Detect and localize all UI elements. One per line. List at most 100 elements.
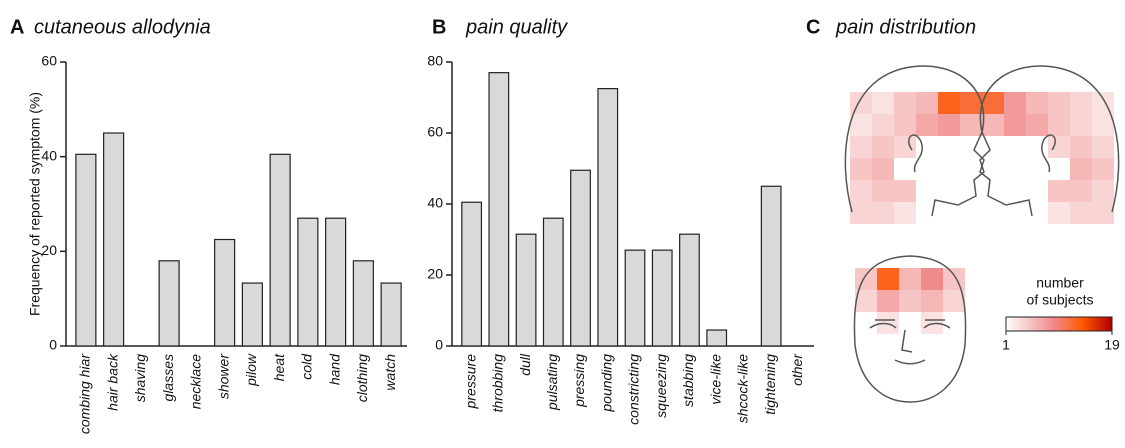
colorbar-title: number [1036,275,1084,291]
heat-cell [899,290,921,312]
heat-cell [1092,202,1114,224]
bar [652,250,672,346]
bar [326,218,346,346]
heat-cell [855,268,877,290]
bar [270,154,290,346]
heat-cell [982,114,1004,136]
heat-cell [1048,180,1070,202]
heat-cell [921,290,943,312]
heat-cell [1048,202,1070,224]
heat-cell [850,202,872,224]
heat-cell [850,114,872,136]
heat-cell [894,114,916,136]
bar [76,154,96,346]
bar [242,283,262,346]
bar [104,133,124,346]
y-axis-label: Frequency of reported symptom (%) [27,92,43,316]
x-tick-label: stabbing [680,354,696,407]
x-tick-label: constricting [626,354,642,425]
heat-cell [938,92,960,114]
x-tick-label: watch [382,354,398,391]
heat-cell [1092,114,1114,136]
x-tick-label: squeezing [653,354,669,418]
heat-cell [1070,158,1092,180]
bar [381,283,401,346]
heat-cell [1092,158,1114,180]
bar [761,186,781,346]
x-tick-label: shower [215,353,231,399]
figure: A cutaneous allodynia Frequency of repor… [0,0,1125,448]
heat-cell [872,92,894,114]
panel-title: pain quality [465,16,568,38]
bar [215,240,235,347]
bar [462,202,482,346]
heat-cell [1004,114,1026,136]
heat-cell [938,114,960,136]
x-tick-label: pressure [462,354,478,410]
heat-cell [960,114,982,136]
panel-title: pain distribution [835,16,976,38]
x-tick-label: hair back [104,353,120,411]
colorbar-tick-label: 1 [1002,337,1010,353]
bar [571,170,591,346]
bar [516,234,536,346]
y-tick-label: 60 [41,53,57,69]
bar [159,261,179,346]
y-tick-label: 40 [41,147,57,163]
x-tick-label: pressing [571,354,587,408]
heat-cell [1004,92,1026,114]
x-tick-label: clothing [354,354,370,402]
heat-cell [916,92,938,114]
heat-cell [872,180,894,202]
heat-cell [872,114,894,136]
heat-cell [1092,136,1114,158]
y-tick-label: 20 [427,266,443,282]
x-tick-label: throbbing [490,354,506,413]
x-tick-label: cold [299,353,315,380]
heat-cell [1070,114,1092,136]
heat-cell [894,92,916,114]
y-tick-label: 0 [435,337,443,353]
heat-cell [943,268,965,290]
heat-cell [872,136,894,158]
heat-cell [850,158,872,180]
heat-cell [1070,180,1092,202]
heat-cell [1048,92,1070,114]
x-tick-label: tightening [762,354,778,415]
heat-cell [894,180,916,202]
x-tick-label: pounding [598,354,614,413]
x-tick-label: pulsating [544,354,560,411]
heat-cell [872,202,894,224]
bar [680,234,700,346]
bar [598,89,618,346]
x-tick-label: vice-like [707,354,723,405]
heat-cell [1026,114,1048,136]
heat-cell [921,268,943,290]
heat-cell [899,268,921,290]
panel-label: B [432,16,446,38]
x-tick-label: other [789,353,805,386]
heat-cell [1092,92,1114,114]
y-tick-label: 0 [49,337,57,353]
heat-cell [850,136,872,158]
heat-cell [1092,180,1114,202]
heat-cell [916,114,938,136]
heat-cell [1048,114,1070,136]
heat-cell [850,180,872,202]
colorbar [1006,317,1112,331]
panel-title: cutaneous allodynia [34,16,211,38]
x-tick-label: necklace [188,354,204,409]
y-tick-label: 40 [427,195,443,211]
heat-cell [872,158,894,180]
bar [544,218,564,346]
x-tick-label: pilow [243,353,259,387]
y-tick-label: 20 [41,242,57,258]
bar [625,250,645,346]
x-tick-label: glasses [160,354,176,401]
heat-cell [1070,202,1092,224]
heat-cell [1026,92,1048,114]
y-tick-label: 80 [427,53,443,69]
x-tick-label: shaving [132,354,148,402]
x-tick-label: heat [271,353,287,381]
x-tick-label: combing hiar [77,353,93,434]
